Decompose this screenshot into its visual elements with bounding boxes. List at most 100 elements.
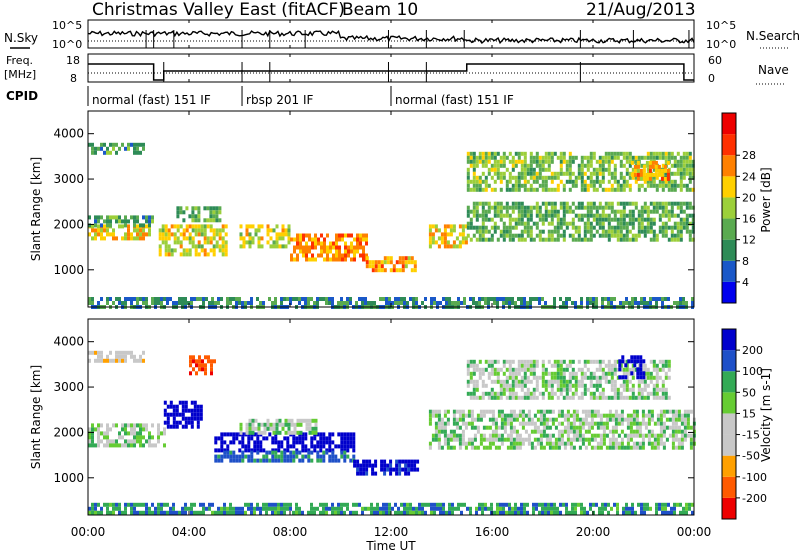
velocity-cell	[293, 430, 297, 435]
velocity-cell	[575, 433, 579, 438]
velocity-cell	[472, 379, 476, 384]
power-cell	[595, 213, 599, 218]
velocity-cell	[583, 391, 587, 396]
power-cell	[619, 175, 623, 180]
power-cell	[475, 187, 479, 192]
power-cell	[346, 297, 349, 301]
power-cell	[461, 240, 465, 245]
power-cell	[589, 205, 593, 210]
velocity-cell	[106, 439, 109, 444]
power-cell	[493, 225, 497, 230]
power-cell	[242, 236, 246, 241]
velocity-cell	[590, 409, 594, 414]
power-cell	[637, 229, 641, 234]
velocity-cell	[494, 417, 498, 422]
power-cell	[308, 257, 311, 262]
power-cell	[487, 201, 491, 206]
power-cell	[589, 171, 593, 176]
velocity-cell	[250, 510, 253, 515]
velocity-cell	[526, 367, 530, 372]
velocity-cell	[232, 510, 235, 515]
power-cell	[658, 229, 662, 234]
velocity-cell	[487, 359, 491, 364]
velocity-cell	[500, 421, 504, 426]
velocity-cell	[458, 441, 462, 446]
power-cell	[595, 159, 599, 164]
velocity-cell	[553, 502, 556, 507]
velocity-cell	[213, 359, 216, 364]
power-cell	[547, 175, 551, 180]
power-cell	[118, 301, 121, 305]
velocity-cell	[232, 450, 236, 455]
power-cell	[688, 229, 692, 234]
power-cell	[127, 297, 130, 301]
velocity-cell	[305, 422, 309, 427]
velocity-cell	[491, 437, 495, 442]
velocity-cell	[458, 417, 462, 422]
power-cell	[322, 297, 325, 301]
power-cell	[295, 297, 298, 301]
velocity-cell	[466, 383, 470, 388]
velocity-cell	[268, 502, 271, 507]
power-cell	[676, 171, 680, 176]
velocity-cell	[493, 359, 497, 364]
velocity-cell	[283, 448, 287, 453]
velocity-cell	[625, 379, 629, 384]
power-cell	[493, 171, 497, 176]
power-cell	[520, 183, 524, 188]
velocity-cell	[352, 454, 356, 459]
velocity-cell	[658, 506, 661, 511]
velocity-cell	[473, 437, 477, 442]
velocity-cell	[572, 433, 576, 438]
power-cell	[371, 264, 375, 269]
power-cell	[616, 229, 620, 234]
velocity-cell	[277, 502, 280, 507]
power-cell	[568, 151, 572, 156]
power-cell	[224, 252, 228, 257]
velocity-cell	[494, 437, 498, 442]
power-cell	[299, 245, 302, 250]
velocity-cell	[353, 459, 357, 464]
power-cell	[484, 225, 488, 230]
velocity-cell	[268, 450, 272, 455]
velocity-cell	[263, 422, 267, 427]
velocity-cell	[145, 510, 148, 515]
velocity-cell	[305, 426, 309, 431]
velocity-cell	[496, 367, 500, 372]
power-cell	[353, 249, 356, 254]
velocity-cell	[376, 510, 379, 515]
velocity-cell	[520, 387, 524, 392]
power-cell	[625, 229, 629, 234]
power-cell	[550, 213, 554, 218]
power-cell	[562, 209, 566, 214]
velocity-cell	[668, 417, 672, 422]
velocity-cell	[518, 437, 522, 442]
power-cell	[589, 213, 593, 218]
velocity-cell	[100, 354, 103, 359]
power-colorbar-swatch	[722, 134, 736, 156]
power-cell	[212, 232, 216, 237]
power-cell	[317, 241, 320, 246]
power-cell	[466, 159, 470, 164]
velocity-cell	[563, 445, 567, 450]
power-cell	[112, 146, 115, 151]
power-cell	[580, 183, 584, 188]
power-cell	[637, 233, 641, 238]
power-cell	[520, 301, 523, 305]
velocity-cell	[142, 435, 145, 440]
velocity-cell	[665, 417, 669, 422]
power-cell	[520, 171, 524, 176]
velocity-cell	[385, 502, 388, 507]
power-cell	[484, 301, 487, 305]
velocity-cell	[133, 510, 136, 515]
power-cell	[472, 175, 476, 180]
velocity-cell	[512, 417, 516, 422]
power-cell	[592, 179, 596, 184]
power-cell	[458, 224, 462, 229]
velocity-cell	[446, 417, 450, 422]
power-cell	[248, 244, 252, 249]
velocity-cell	[611, 441, 615, 446]
velocity-cell	[524, 429, 528, 434]
power-cell	[499, 205, 503, 210]
power-cell	[691, 171, 695, 176]
